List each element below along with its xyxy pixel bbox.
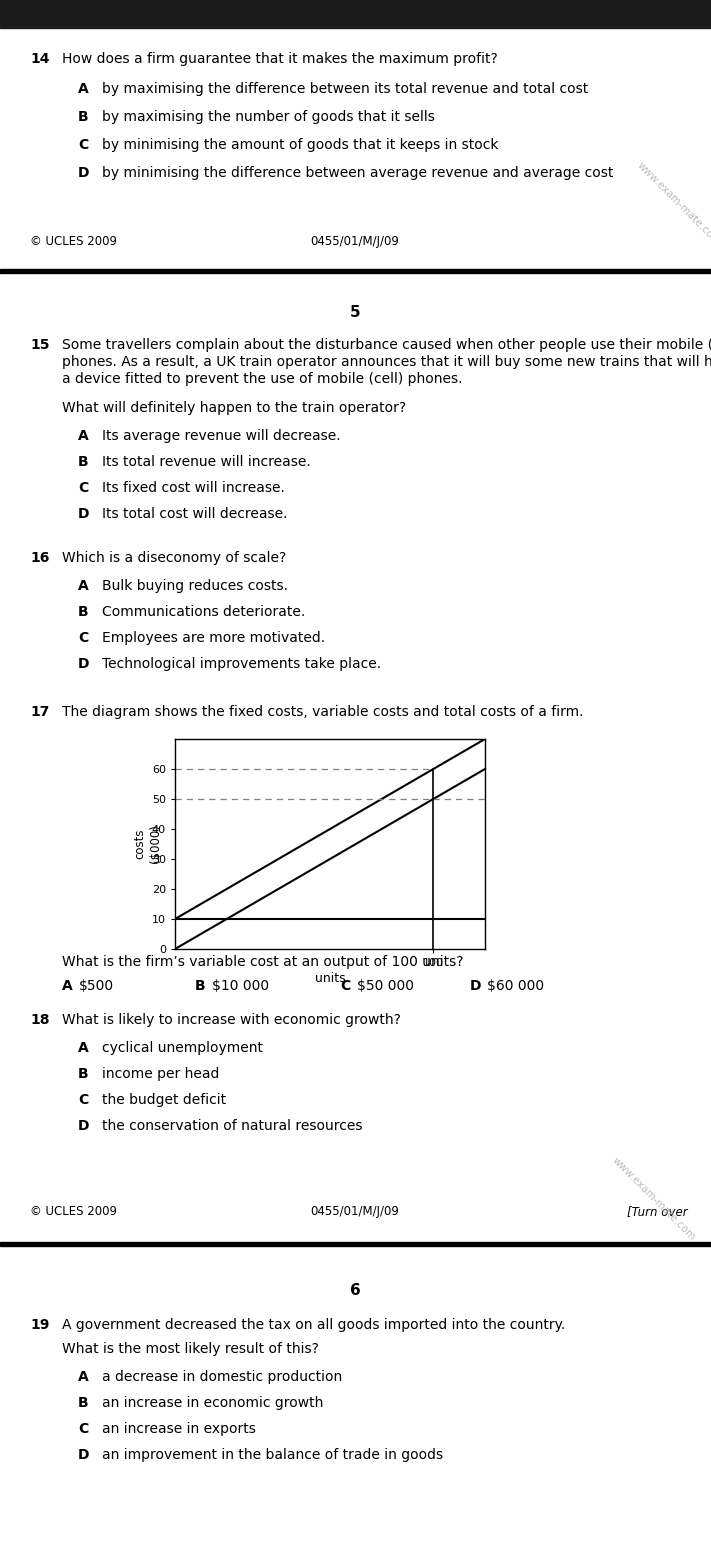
Text: C: C — [78, 1093, 88, 1107]
Text: by maximising the difference between its total revenue and total cost: by maximising the difference between its… — [102, 82, 588, 96]
Text: 19: 19 — [30, 1317, 49, 1331]
Text: [Turn over: [Turn over — [627, 1204, 688, 1218]
Text: Employees are more motivated.: Employees are more motivated. — [102, 632, 325, 646]
Text: by minimising the difference between average revenue and average cost: by minimising the difference between ave… — [102, 166, 614, 180]
Bar — [0, 1241, 711, 1246]
Text: Its fixed cost will increase.: Its fixed cost will increase. — [102, 481, 285, 495]
Text: D: D — [78, 508, 90, 522]
Text: C: C — [78, 481, 88, 495]
Text: © UCLES 2009: © UCLES 2009 — [30, 1204, 117, 1218]
Text: How does a firm guarantee that it makes the maximum profit?: How does a firm guarantee that it makes … — [62, 53, 498, 67]
Text: Its total cost will decrease.: Its total cost will decrease. — [102, 508, 287, 522]
Text: C: C — [78, 632, 88, 646]
Text: by maximising the number of goods that it sells: by maximising the number of goods that i… — [102, 110, 435, 124]
Text: 5: 5 — [350, 305, 360, 320]
Text: B: B — [78, 110, 89, 124]
Y-axis label: costs
($000): costs ($000) — [134, 825, 161, 864]
Text: phones. As a result, a UK train operator announces that it will buy some new tra: phones. As a result, a UK train operator… — [62, 354, 711, 368]
Text: B: B — [78, 605, 89, 619]
Text: a device fitted to prevent the use of mobile (cell) phones.: a device fitted to prevent the use of mo… — [62, 372, 462, 385]
Text: A: A — [62, 978, 73, 992]
Text: 0455/01/M/J/09: 0455/01/M/J/09 — [311, 235, 400, 248]
Text: www.exam-mate.com: www.exam-mate.com — [635, 159, 711, 248]
Text: B: B — [78, 1067, 89, 1081]
Text: What is the firm’s variable cost at an output of 100 units?: What is the firm’s variable cost at an o… — [62, 955, 464, 969]
Text: B: B — [78, 455, 89, 469]
Text: the budget deficit: the budget deficit — [102, 1093, 226, 1107]
Text: an increase in exports: an increase in exports — [102, 1423, 256, 1437]
Text: What is likely to increase with economic growth?: What is likely to increase with economic… — [62, 1012, 401, 1026]
Text: © UCLES 2009: © UCLES 2009 — [30, 235, 117, 248]
Text: D: D — [78, 1119, 90, 1133]
Text: 0455/01/M/J/09: 0455/01/M/J/09 — [311, 1204, 400, 1218]
Text: $60 000: $60 000 — [487, 978, 544, 992]
Text: 6: 6 — [350, 1283, 360, 1299]
Text: Its total revenue will increase.: Its total revenue will increase. — [102, 455, 311, 469]
Bar — [0, 269, 711, 272]
X-axis label: units: units — [315, 972, 346, 985]
Text: A: A — [78, 579, 89, 593]
Text: the conservation of natural resources: the conservation of natural resources — [102, 1119, 363, 1133]
Text: 18: 18 — [30, 1012, 50, 1026]
Text: D: D — [470, 978, 481, 992]
Text: by minimising the amount of goods that it keeps in stock: by minimising the amount of goods that i… — [102, 138, 498, 152]
Text: The diagram shows the fixed costs, variable costs and total costs of a firm.: The diagram shows the fixed costs, varia… — [62, 704, 584, 718]
Text: C: C — [340, 978, 351, 992]
Text: C: C — [78, 138, 88, 152]
Text: 16: 16 — [30, 551, 49, 565]
Text: 14: 14 — [30, 53, 50, 67]
Text: cyclical unemployment: cyclical unemployment — [102, 1040, 263, 1056]
Text: income per head: income per head — [102, 1067, 220, 1081]
Text: B: B — [78, 1396, 89, 1410]
Text: What will definitely happen to the train operator?: What will definitely happen to the train… — [62, 401, 406, 415]
Text: 17: 17 — [30, 704, 49, 718]
Text: A: A — [78, 82, 89, 96]
Text: $10 000: $10 000 — [212, 978, 269, 992]
Text: Which is a diseconomy of scale?: Which is a diseconomy of scale? — [62, 551, 287, 565]
Text: C: C — [78, 1423, 88, 1437]
Text: $50 000: $50 000 — [357, 978, 414, 992]
Text: Its average revenue will decrease.: Its average revenue will decrease. — [102, 429, 341, 443]
Text: Some travellers complain about the disturbance caused when other people use thei: Some travellers complain about the distu… — [62, 337, 711, 351]
Text: What is the most likely result of this?: What is the most likely result of this? — [62, 1342, 319, 1356]
Text: A: A — [78, 1040, 89, 1056]
Text: www.exam-mate.com: www.exam-mate.com — [610, 1155, 697, 1241]
Text: an increase in economic growth: an increase in economic growth — [102, 1396, 324, 1410]
Text: an improvement in the balance of trade in goods: an improvement in the balance of trade i… — [102, 1447, 443, 1461]
Text: A: A — [78, 1370, 89, 1384]
Text: Communications deteriorate.: Communications deteriorate. — [102, 605, 305, 619]
Text: D: D — [78, 656, 90, 670]
Text: D: D — [78, 166, 90, 180]
Text: Bulk buying reduces costs.: Bulk buying reduces costs. — [102, 579, 288, 593]
Text: 15: 15 — [30, 337, 50, 351]
Text: a decrease in domestic production: a decrease in domestic production — [102, 1370, 342, 1384]
Text: Technological improvements take place.: Technological improvements take place. — [102, 656, 381, 670]
Text: B: B — [195, 978, 205, 992]
Text: D: D — [78, 1447, 90, 1461]
Text: A government decreased the tax on all goods imported into the country.: A government decreased the tax on all go… — [62, 1317, 565, 1331]
Text: A: A — [78, 429, 89, 443]
Bar — [0, 0, 711, 28]
Text: $500: $500 — [79, 978, 114, 992]
